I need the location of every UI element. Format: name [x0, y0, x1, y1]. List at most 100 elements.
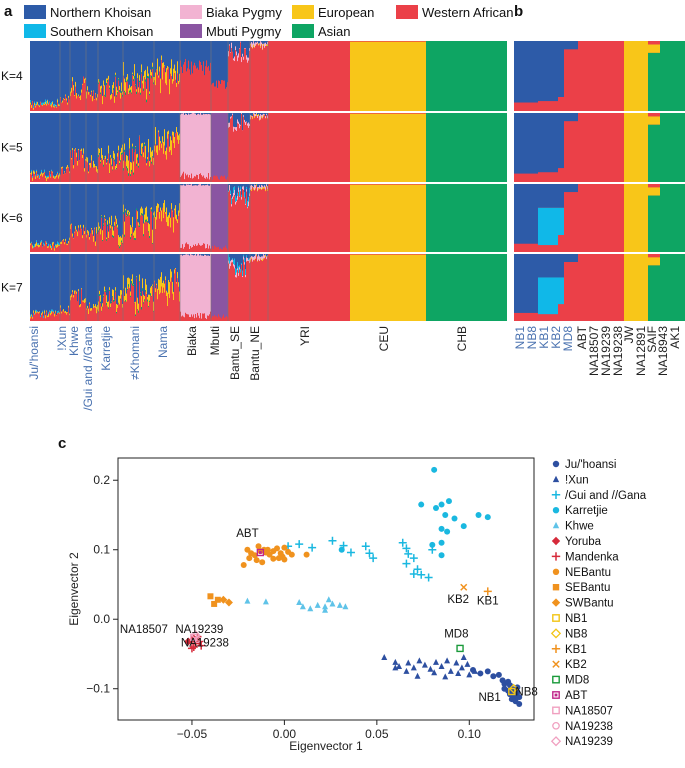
ancestry-segment	[133, 284, 135, 287]
ancestry-segment	[61, 167, 63, 169]
ancestry-segment	[53, 175, 55, 179]
ancestry-segment	[30, 254, 32, 315]
ancestry-segment	[72, 233, 74, 237]
ancestry-segment	[261, 184, 263, 185]
ancestry-segment	[72, 150, 74, 182]
ancestry-segment	[255, 259, 257, 321]
ancestry-segment	[253, 184, 255, 188]
ancestry-segment	[244, 254, 246, 259]
ancestry-segment	[46, 101, 48, 104]
ancestry-segment	[38, 243, 40, 245]
ancestry-segment	[235, 274, 237, 278]
ancestry-segment	[153, 311, 155, 321]
ancestry-segment	[145, 219, 147, 222]
ancestry-segment	[150, 159, 152, 182]
ancestry-segment	[166, 147, 168, 160]
ancestry-segment	[130, 295, 132, 297]
ancestry-segment	[59, 103, 61, 105]
ancestry-segment	[231, 184, 233, 199]
ancestry-segment	[39, 179, 41, 182]
ancestry-segment	[203, 184, 205, 186]
ancestry-segment	[223, 113, 225, 177]
ancestry-segment	[136, 278, 138, 321]
ancestry-segment	[149, 236, 151, 239]
ancestry-segment	[95, 304, 97, 309]
ancestry-segment	[42, 41, 44, 103]
ancestry-segment	[135, 148, 137, 182]
ancestry-segment	[115, 113, 117, 166]
ancestry-segment	[123, 204, 125, 213]
x-axis-label: Eigenvector 1	[289, 739, 363, 753]
ancestry-segment	[104, 215, 106, 218]
ancestry-segment	[254, 184, 256, 191]
ancestry-segment	[45, 175, 47, 179]
ancestry-segment	[233, 260, 235, 264]
ancestry-segment	[102, 155, 104, 160]
ancestry-segment	[260, 184, 262, 188]
ancestry-segment	[89, 184, 91, 238]
ancestry-segment	[207, 244, 209, 252]
ancestry-segment	[660, 254, 685, 321]
ancestry-segment	[114, 113, 116, 154]
ancestry-segment	[263, 44, 265, 46]
ancestry-segment	[54, 314, 56, 317]
ancestry-segment	[199, 255, 201, 319]
ancestry-segment	[70, 300, 72, 321]
ancestry-segment	[58, 310, 60, 313]
ancestry-segment	[161, 143, 163, 149]
ancestry-segment	[53, 242, 55, 244]
ancestry-segment	[123, 76, 125, 111]
ancestry-segment	[85, 77, 87, 80]
ancestry-segment	[202, 244, 204, 252]
ancestry-segment	[145, 113, 147, 146]
ancestry-segment	[92, 101, 94, 111]
legend-label: Asian	[318, 24, 351, 39]
panel-b-letter: b	[514, 3, 523, 20]
ancestry-segment	[119, 89, 121, 92]
ancestry-segment	[168, 293, 170, 321]
ancestry-segment	[263, 116, 265, 182]
ancestry-segment	[268, 254, 350, 321]
ancestry-segment	[141, 143, 143, 154]
ancestry-segment	[170, 227, 172, 252]
ancestry-segment	[254, 118, 256, 182]
ancestry-segment	[36, 104, 38, 106]
ancestry-segment	[100, 254, 102, 296]
ancestry-segment	[170, 68, 172, 74]
ancestry-segment	[80, 227, 82, 252]
ancestry-segment	[49, 254, 51, 311]
ancestry-segment	[158, 113, 160, 131]
ancestry-segment	[138, 303, 140, 311]
ancestry-segment	[110, 41, 112, 96]
ancestry-segment	[251, 189, 253, 192]
ancestry-segment	[118, 145, 120, 151]
ancestry-segment	[232, 259, 234, 263]
ancestry-segment	[231, 116, 233, 118]
ancestry-segment	[138, 310, 140, 313]
ancestry-segment	[197, 175, 199, 182]
data-point	[259, 559, 266, 566]
ancestry-segment	[234, 61, 236, 111]
ancestry-segment	[238, 187, 240, 192]
ancestry-segment	[108, 307, 110, 309]
ancestry-segment	[90, 233, 92, 252]
ancestry-segment	[97, 184, 99, 235]
ancestry-segment	[150, 295, 152, 321]
pca-legend-label: NB8	[565, 628, 587, 640]
ancestry-segment	[36, 41, 38, 102]
ancestry-segment	[81, 254, 83, 289]
ancestry-segment	[100, 161, 102, 164]
ancestry-segment	[81, 288, 83, 290]
y-axis-label: Eigenvector 2	[67, 552, 81, 626]
ancestry-segment	[108, 231, 110, 239]
ancestry-segment	[350, 113, 426, 114]
ancestry-segment	[72, 236, 74, 252]
ancestry-segment	[227, 254, 229, 318]
ancestry-segment	[105, 159, 107, 182]
ancestry-segment	[70, 254, 72, 296]
ancestry-segment	[116, 312, 118, 314]
ancestry-segment	[169, 113, 171, 147]
ancestry-segment	[119, 160, 121, 164]
ancestry-segment	[98, 79, 100, 83]
ancestry-segment	[160, 41, 162, 79]
